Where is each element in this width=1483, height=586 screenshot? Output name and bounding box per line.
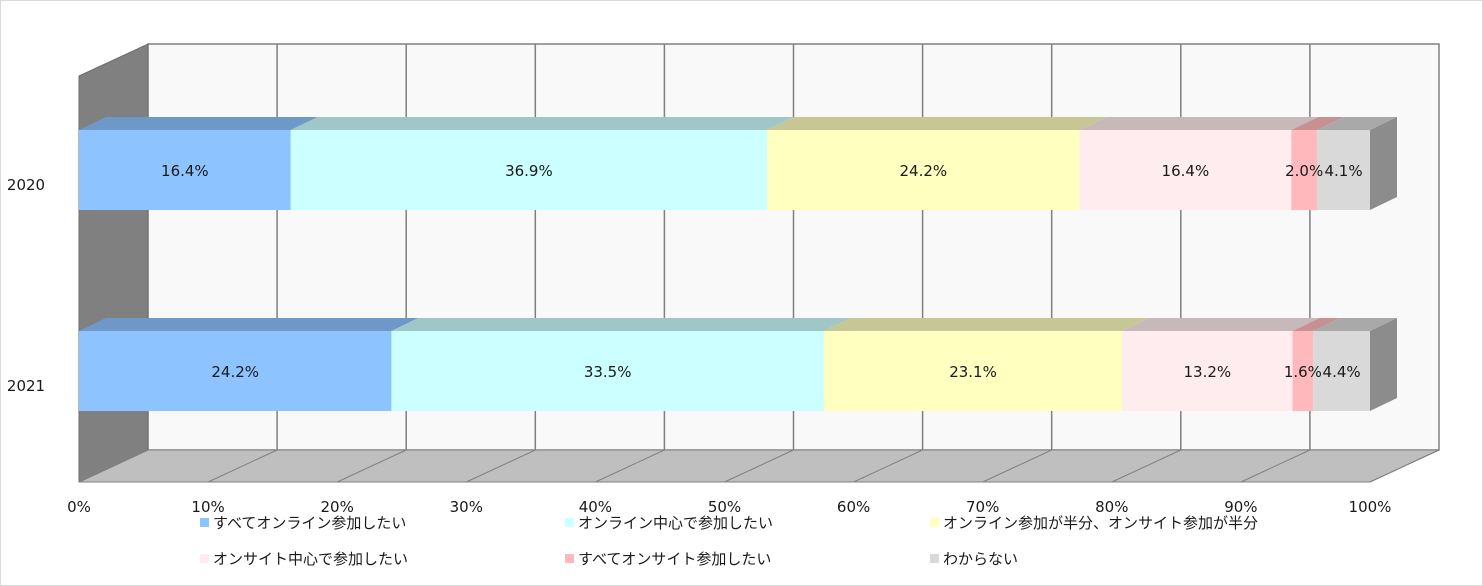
bar-top	[823, 318, 1150, 331]
bar-segment	[1313, 331, 1370, 411]
y-category-label: 2021	[7, 377, 45, 395]
bar-side	[1370, 117, 1397, 210]
floor-gridline	[595, 449, 665, 483]
legend-item: オンサイト中心で参加したい	[200, 548, 408, 569]
data-label: 24.2%	[211, 363, 259, 381]
legend-item: オンライン参加が半分、オンサイト参加が半分	[930, 512, 1258, 533]
legend-label: オンライン中心で参加したい	[578, 514, 774, 532]
legend-swatch	[200, 554, 209, 563]
x-tick-label: 50%	[708, 498, 741, 516]
legend-label: オンサイト中心で参加したい	[213, 550, 409, 568]
floor-gridline	[1240, 449, 1311, 483]
data-label: 24.2%	[899, 162, 947, 180]
bar-top	[391, 318, 851, 331]
x-tick-label: 60%	[837, 498, 870, 516]
legend-swatch	[565, 554, 574, 563]
bar-side	[1370, 318, 1397, 411]
bar-segment	[79, 331, 392, 411]
x-tick-label: 70%	[966, 498, 999, 516]
legend-swatch	[930, 554, 939, 563]
bar-top	[767, 117, 1107, 130]
legend-swatch	[930, 518, 939, 527]
bar-segment	[823, 331, 1123, 411]
bar-segment	[1317, 130, 1370, 210]
x-tick-label: 90%	[1224, 498, 1257, 516]
x-tick-label: 20%	[321, 498, 354, 516]
legend-label: すべてオンライン参加したい	[213, 514, 407, 532]
data-label: 13.2%	[1184, 363, 1232, 381]
floor-gridline	[78, 449, 149, 483]
legend-label: オンライン参加が半分、オンサイト参加が半分	[943, 514, 1259, 532]
legend-item: オンライン中心で参加したい	[565, 512, 773, 533]
bar-segment	[1292, 331, 1314, 411]
legend-swatch	[200, 518, 209, 527]
bar-segment	[767, 130, 1080, 210]
x-tick-label: 10%	[191, 498, 224, 516]
bar-top	[1079, 117, 1319, 130]
axis-labels: 0% 10% 20% 30% 40% 50% 60% 70% 80% 90% 100% 2020 202…	[7, 176, 1392, 516]
bar-top	[1317, 117, 1397, 130]
bar-top	[1292, 318, 1341, 331]
x-tick-label: 80%	[1095, 498, 1128, 516]
legend-item: すべてオンサイト参加したい	[565, 548, 771, 569]
bar-top	[1122, 318, 1320, 331]
floor-gridline	[466, 449, 536, 483]
bar-segment	[79, 130, 291, 210]
bar-top	[1313, 318, 1397, 331]
legend-item: すべてオンライン参加したい	[200, 512, 406, 533]
x-tick-label: 30%	[450, 498, 483, 516]
data-labels: 16.4% 36.9% 24.2% 16.4% 2.0% 4.1% 24.2% 33.5% 23…	[161, 162, 1363, 381]
floor-gridline	[982, 449, 1052, 483]
legend-label: すべてオンサイト参加したい	[578, 550, 772, 568]
side-wall	[78, 43, 149, 483]
x-tick-label: 100%	[1349, 498, 1392, 516]
legend: すべてオンライン参加したい オンライン中心で参加したい オンライン参加が半分、オンサ…	[200, 512, 1400, 582]
x-tick-label: 40%	[579, 498, 612, 516]
y-category-label: 2020	[7, 176, 45, 194]
bar-segment	[391, 331, 824, 411]
floor-gridline	[1369, 449, 1440, 483]
bar-top	[1291, 117, 1345, 130]
bar-top	[290, 117, 795, 130]
data-label: 36.9%	[505, 162, 553, 180]
floor-gridline	[1111, 449, 1182, 483]
data-label: 33.5%	[584, 363, 632, 381]
floor-gridline	[724, 449, 794, 483]
data-label: 23.1%	[949, 363, 997, 381]
bar-segment	[1291, 130, 1318, 210]
chart-walls	[78, 43, 1440, 483]
legend-item: わからない	[930, 548, 1018, 569]
bars	[79, 117, 1397, 411]
floor-gridline	[336, 449, 407, 483]
floor-gridline	[207, 449, 278, 483]
x-tick-label: 0%	[67, 498, 91, 516]
bar-segment	[290, 130, 768, 210]
bar-segment	[1079, 130, 1292, 210]
data-label: 4.1%	[1324, 162, 1362, 180]
bar-top	[79, 318, 419, 331]
data-label: 16.4%	[1162, 162, 1210, 180]
data-label: 4.4%	[1323, 363, 1361, 381]
bar-top	[79, 117, 318, 130]
data-label: 1.6%	[1284, 363, 1322, 381]
legend-label: わからない	[943, 550, 1019, 568]
legend-swatch	[565, 518, 574, 527]
bar-segment	[1122, 331, 1293, 411]
floor-gridline	[853, 449, 923, 483]
data-label: 2.0%	[1285, 162, 1323, 180]
data-label: 16.4%	[161, 162, 209, 180]
